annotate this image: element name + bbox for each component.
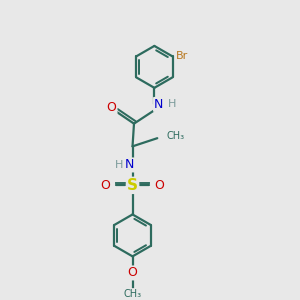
Text: N: N xyxy=(125,158,134,172)
Text: CH₃: CH₃ xyxy=(124,289,142,299)
Text: O: O xyxy=(128,266,137,280)
Text: CH₃: CH₃ xyxy=(166,131,184,141)
Text: O: O xyxy=(155,178,164,192)
Text: O: O xyxy=(106,101,116,114)
Text: O: O xyxy=(100,178,110,192)
Text: H: H xyxy=(114,160,123,170)
Text: S: S xyxy=(127,178,138,193)
Text: Br: Br xyxy=(176,51,188,61)
Text: N: N xyxy=(154,98,164,111)
Text: H: H xyxy=(168,99,177,110)
